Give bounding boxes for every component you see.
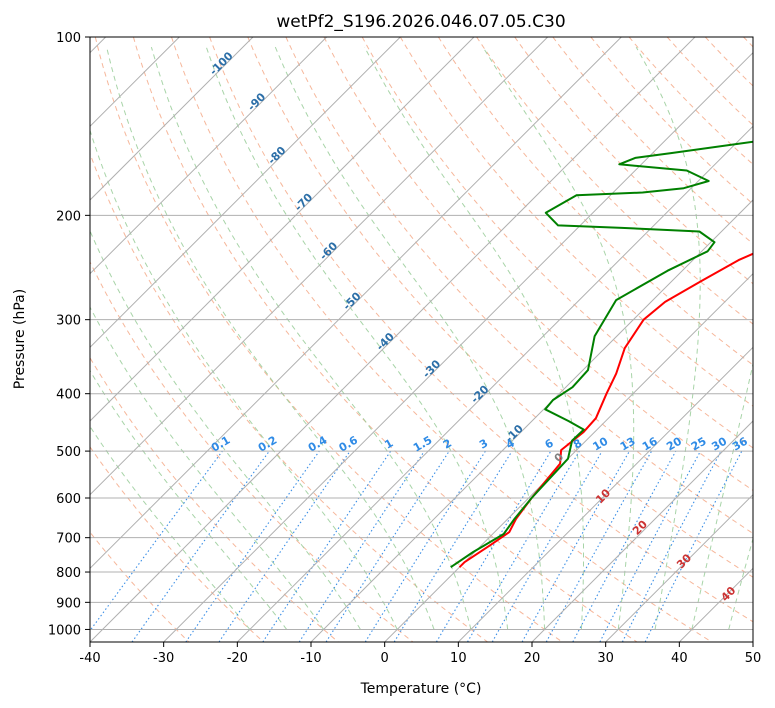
isotherm-line xyxy=(90,37,254,201)
dry-adiabat xyxy=(476,37,753,325)
isotherm-line xyxy=(752,641,753,642)
y-tick-label: 300 xyxy=(56,314,81,329)
x-axis-label: Temperature (°C) xyxy=(360,681,482,697)
mixing-ratio-line xyxy=(572,450,677,642)
dry-adiabat xyxy=(399,37,753,407)
isotherm-line xyxy=(605,493,753,642)
isotherm-line xyxy=(90,37,328,275)
dry-adiabat xyxy=(247,37,753,578)
sounding-series xyxy=(450,140,753,569)
dry-adiabat xyxy=(132,37,638,642)
y-tick-label: 800 xyxy=(56,566,81,581)
mixing-ratio-line xyxy=(545,450,653,642)
y-tick-label: 1000 xyxy=(48,623,81,638)
mixing-ratio-line xyxy=(325,450,450,642)
isotherm-line xyxy=(236,125,753,642)
dry-adiabat xyxy=(90,531,190,642)
x-tick-label: -40 xyxy=(79,651,100,666)
mixing-ratio-line xyxy=(521,450,630,642)
mixing-ratio-line xyxy=(185,450,320,642)
y-tick-label: 900 xyxy=(56,596,81,611)
background-lines xyxy=(90,37,753,642)
mixing-ratio-line xyxy=(298,450,425,642)
isotherm-line xyxy=(163,51,753,642)
moist-adiabat xyxy=(106,46,435,630)
moist-adiabat xyxy=(635,46,701,630)
x-tick-label: 40 xyxy=(671,651,688,666)
y-tick-label: 400 xyxy=(56,388,81,403)
isotherm-line xyxy=(531,420,753,642)
y-axis: 100 200 300 400 500 600 700 800 900 1000 xyxy=(48,31,90,638)
dry-adiabat xyxy=(437,37,753,366)
plot-background xyxy=(90,37,753,642)
x-tick-label: -10 xyxy=(300,651,321,666)
y-tick-label: 600 xyxy=(56,492,81,507)
x-axis: -40 -30 -20 -10 0 10 20 30 40 50 xyxy=(79,642,761,666)
isotherm-line xyxy=(384,272,753,642)
x-tick-label: -30 xyxy=(153,651,174,666)
dewpoint-line xyxy=(450,140,753,569)
y-tick-label: 200 xyxy=(56,209,81,224)
x-tick-label: 10 xyxy=(450,651,467,666)
isotherm-line xyxy=(90,37,401,349)
isotherm-line xyxy=(310,199,753,642)
dry-adiabat xyxy=(90,446,264,642)
moist-adiabat xyxy=(482,46,635,630)
mixing-ratio-line xyxy=(262,450,392,642)
dry-adiabat xyxy=(94,37,563,642)
dry-adiabat xyxy=(90,260,414,642)
mixing-ratio-line xyxy=(218,450,351,642)
x-tick-label: 30 xyxy=(597,651,614,666)
isotherm-line xyxy=(90,37,622,570)
dry-adiabat xyxy=(590,37,753,205)
dry-adiabat xyxy=(361,37,753,449)
mixing-ratio-line xyxy=(131,450,270,642)
mixing-ratio-line xyxy=(644,450,743,642)
moist-adiabat xyxy=(150,46,472,630)
plot-frame xyxy=(89,36,754,643)
dry-adiabat xyxy=(628,37,753,166)
isotherm-line xyxy=(90,37,696,642)
moist-adiabat xyxy=(274,46,546,630)
y-axis-label: Pressure (hPa) xyxy=(12,289,28,389)
y-tick-label: 100 xyxy=(56,31,81,46)
dry-adiabat xyxy=(171,37,712,642)
x-tick-label: -20 xyxy=(227,651,248,666)
y-tick-label: 700 xyxy=(56,532,81,547)
moist-adiabat xyxy=(90,425,251,630)
moist-adiabat xyxy=(691,361,753,630)
dry-adiabat xyxy=(209,37,753,623)
mixing-ratio-line xyxy=(393,450,513,642)
mixing-ratio-line xyxy=(90,450,223,632)
isotherm-line xyxy=(90,37,549,496)
dry-adiabat xyxy=(514,37,753,285)
moist-adiabat xyxy=(90,128,398,630)
x-tick-label: 20 xyxy=(524,651,541,666)
y-tick-label: 500 xyxy=(56,445,81,460)
chart-title: wetPf2_S196.2026.046.07.05.C30 xyxy=(276,12,565,32)
x-tick-label: 50 xyxy=(745,651,762,666)
x-tick-label: 0 xyxy=(381,651,389,666)
isotherm-line xyxy=(457,346,753,642)
isotherm-line xyxy=(90,37,475,422)
